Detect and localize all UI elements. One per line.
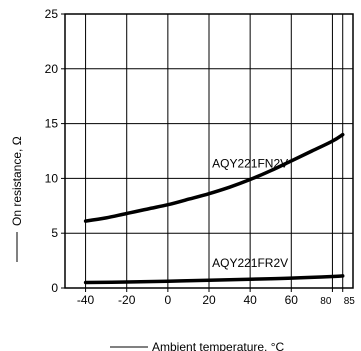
y-tick-label: 25 (45, 7, 59, 21)
x-tick-label: 0 (165, 293, 172, 307)
y-tick-label: 5 (51, 226, 58, 240)
x-tick-label: 60 (285, 293, 299, 307)
x-tick-label: 80 (320, 296, 332, 307)
plot-frame (64, 13, 354, 289)
x-axis-label-group: Ambient temperature, °C (110, 340, 285, 351)
y-tick-label: 20 (45, 62, 59, 76)
y-tick-label: 10 (45, 171, 59, 185)
series-labels: AQY221FN2V AQY221FR2V (212, 156, 288, 270)
x-tick-label: 20 (202, 293, 216, 307)
series-label-aqy221fr2v: AQY221FR2V (212, 256, 288, 270)
x-axis-label: Ambient temperature, °C (152, 340, 285, 351)
series-line-aqy221fn2v (83, 132, 345, 223)
y-tick-label: 0 (51, 281, 58, 295)
x-tick-label: -40 (77, 293, 95, 307)
series-lines (83, 132, 345, 285)
x-tick-label: 40 (243, 293, 257, 307)
series-label-aqy221fn2v: AQY221FN2V (212, 156, 288, 170)
x-tick-label: 85 (344, 296, 356, 307)
y-axis-label: On resistance, Ω (10, 136, 24, 226)
tick-labels: -40 -20 0 20 40 60 80 85 0 5 10 15 20 25 (45, 7, 356, 307)
y-tick-label: 15 (45, 117, 59, 131)
series-line-aqy221fr2v (83, 274, 345, 285)
y-axis-label-group: On resistance, Ω (10, 136, 24, 262)
x-tick-label: -20 (118, 293, 136, 307)
